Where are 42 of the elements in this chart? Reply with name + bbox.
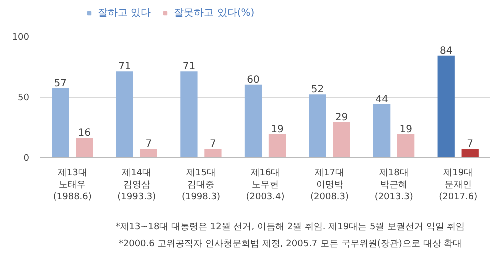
data-label: 16	[78, 128, 92, 140]
text: *제13~18대 대통령은 12월 선거, 이듬해 2월 취임. 제19대는 5월 보궐선거 익일 취임	[116, 222, 466, 232]
legend-label: 잘하고 있다	[98, 7, 152, 20]
x-tick-label: 제13대 노태우 (1988.6)	[53, 168, 92, 202]
y-tick-label: 100	[12, 33, 30, 43]
data-label: 19	[400, 124, 412, 136]
bar	[268, 134, 286, 158]
bar	[462, 149, 479, 158]
y-tick-label: 0	[24, 154, 30, 164]
x-tick-label: 제16대 노무현 (2003.4)	[246, 168, 285, 202]
data-label: 44	[376, 94, 388, 106]
bar	[438, 56, 455, 158]
data-label: 57	[54, 78, 68, 90]
bar	[333, 122, 350, 158]
bar	[204, 149, 222, 158]
bar	[180, 72, 198, 158]
bar	[398, 134, 415, 158]
bar	[309, 94, 326, 158]
x-tick-label: 제15대 김대중 (1998.3)	[182, 168, 220, 202]
bar	[116, 72, 134, 158]
data-label: 7	[210, 139, 216, 150]
x-tick-label: 제18대 박근혜 (2013.3)	[374, 168, 414, 202]
text: *2000.6 고위공직자 인사청문회법 제정, 2005.7 모든 국무위원(장관)으로 대상 확대	[118, 240, 462, 250]
bar	[76, 138, 94, 158]
data-label: 84	[440, 46, 453, 57]
data-label: 7	[467, 139, 474, 150]
legend-label: 잘못하고 있다(%)	[174, 7, 255, 20]
bar	[52, 88, 70, 158]
data-label: 19	[271, 124, 284, 136]
bar	[244, 84, 262, 158]
x-tick-label: 제19대 문재인 (2017.6)	[439, 168, 478, 202]
x-tick-label: 제17대 이명박 (2008.3)	[310, 168, 350, 202]
data-label: 52	[311, 84, 324, 96]
y-tick-label: 50	[18, 94, 30, 104]
data-label: 71	[182, 62, 196, 73]
bar	[374, 104, 391, 158]
bar	[140, 149, 158, 158]
data-label: 60	[247, 74, 260, 86]
data-label: 7	[146, 139, 152, 150]
x-tick-label: 제14대 김영삼 (1993.3)	[118, 168, 156, 202]
data-label: 29	[335, 112, 348, 124]
data-label: 71	[118, 62, 132, 73]
